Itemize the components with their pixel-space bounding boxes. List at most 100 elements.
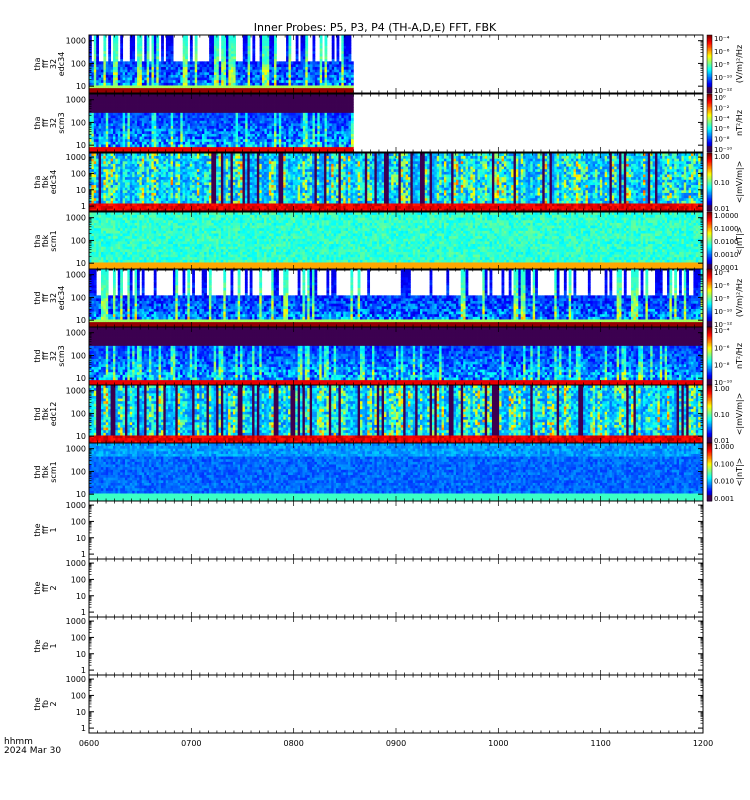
panel-1-spectrogram-cell <box>156 53 159 56</box>
panel-1-spectrogram-cell <box>113 59 116 62</box>
panel-1-spectrogram-cell <box>151 82 154 85</box>
panel-1-spectrogram-cell <box>113 69 116 72</box>
panel-1-spectrogram-cell <box>125 69 128 72</box>
panel-1-spectrogram-cell <box>120 38 123 41</box>
panel-1-spectrogram-cell <box>99 64 102 67</box>
panel-1-spectrogram-cell <box>185 40 188 43</box>
panel-1-spectrogram-cell <box>178 72 181 75</box>
panel-1-spectrogram-cell <box>156 77 159 80</box>
panel-1-spectrogram-cell <box>156 48 159 51</box>
panel-1-spectrogram-cell <box>149 80 152 83</box>
panel-1-spectrogram-cell <box>164 67 167 70</box>
panel-1-spectrogram-cell <box>185 59 188 62</box>
panel-1-spectrogram-cell <box>135 82 138 85</box>
panel-1-spectrogram-cell <box>94 46 97 49</box>
panel-1-spectrogram-cell <box>96 69 99 72</box>
panel-1-spectrogram-cell <box>149 72 152 75</box>
panel-1-spectrogram-cell <box>185 38 188 41</box>
panel-1-spectrogram-cell <box>159 88 162 91</box>
panel-1-spectrogram-cell <box>173 85 176 88</box>
panel-1-spectrogram-cell <box>103 53 106 56</box>
panel-1-spectrogram-cell <box>147 72 150 75</box>
panel-1-spectrogram-cell <box>106 61 109 64</box>
panel-1-spectrogram-cell <box>108 51 111 54</box>
panel-1-spectrogram-cell <box>115 40 118 43</box>
spectrogram-figure: 101001000tha fff 32 edc3410⁻⁴10⁻⁶10⁻⁸10⁻¹⁰1… <box>0 0 750 800</box>
panel-1-spectrogram-cell <box>166 67 169 70</box>
panel-1-spectrogram-cell <box>142 77 145 80</box>
panel-1-spectrogram-cell <box>115 67 118 70</box>
panel-1-spectrogram-cell <box>94 67 97 70</box>
panel-1-spectrogram-cell <box>178 80 181 83</box>
panel-1-spectrogram-cell <box>149 85 152 88</box>
panel-1-spectrogram-cell <box>151 69 154 72</box>
panel-1-spectrogram-cell <box>144 80 147 83</box>
panel-1-spectrogram-cell <box>171 77 174 80</box>
panel-1-spectrogram-cell <box>120 51 123 54</box>
panel-1-spectrogram-cell <box>103 38 106 41</box>
panel-1-spectrogram-cell <box>180 67 183 70</box>
panel-1-spectrogram-cell <box>161 51 164 54</box>
panel-1-spectrogram-cell <box>99 88 102 91</box>
panel-1-spectrogram-cell <box>183 38 186 41</box>
panel-1-spectrogram-cell <box>115 85 118 88</box>
panel-1-spectrogram-cell <box>183 43 186 46</box>
panel-1-spectrogram-cell <box>183 59 186 62</box>
panel-1-spectrogram-cell <box>118 85 121 88</box>
panel-1-spectrogram-cell <box>101 61 104 64</box>
panel-1-spectrogram-cell <box>142 61 145 64</box>
panel-1-spectrogram-cell <box>108 72 111 75</box>
panel-1-spectrogram-cell <box>120 56 123 59</box>
panel-1-spectrogram-cell <box>118 67 121 70</box>
panel-1-spectrogram-cell <box>151 80 154 83</box>
panel-1-spectrogram-cell <box>178 85 181 88</box>
panel-1-spectrogram-cell <box>144 64 147 67</box>
panel-1-spectrogram-cell <box>99 69 102 72</box>
panel-1-spectrogram-cell <box>142 85 145 88</box>
panel-1-spectrogram-cell <box>185 67 188 70</box>
panel-1-spectrogram-cell <box>156 88 159 91</box>
panel-1-spectrogram-cell <box>185 43 188 46</box>
panel-1-spectrogram-cell <box>130 56 133 59</box>
panel-1-spectrogram-cell <box>139 40 142 43</box>
panel-1-spectrogram-cell <box>115 51 118 54</box>
panel-1-spectrogram-cell <box>168 80 171 83</box>
panel-1-spectrogram-cell <box>161 72 164 75</box>
panel-1-spectrogram-cell <box>151 72 154 75</box>
panel-1-spectrogram-cell <box>147 43 150 46</box>
panel-1-spectrogram-cell <box>132 48 135 51</box>
panel-1-spectrogram-cell <box>139 48 142 51</box>
panel-1-spectrogram-cell <box>113 46 116 49</box>
panel-1-spectrogram-cell <box>137 67 140 70</box>
panel-1-spectrogram-cell <box>111 88 114 91</box>
panel-1-spectrogram-cell <box>135 61 138 64</box>
panel-1-spectrogram-cell <box>180 88 183 91</box>
panel-1-spectrogram-cell <box>168 82 171 85</box>
panel-1-spectrogram-cell <box>137 82 140 85</box>
panel-1-spectrogram-cell <box>144 43 147 46</box>
panel-1-spectrogram-cell <box>154 38 157 41</box>
panel-1-spectrogram-cell <box>147 53 150 56</box>
panel-1-spectrogram-cell <box>166 64 169 67</box>
panel-1-spectrogram-cell <box>154 53 157 56</box>
panel-1-spectrogram-cell <box>91 69 94 72</box>
panel-1-spectrogram-cell <box>113 38 116 41</box>
panel-1-spectrogram-cell <box>125 72 128 75</box>
panel-1-spectrogram-cell <box>154 64 157 67</box>
panel-1-spectrogram-cell <box>130 51 133 54</box>
panel-1-spectrogram-cell <box>137 59 140 62</box>
panel-1-spectrogram-cell <box>115 80 118 83</box>
panel-1-spectrogram-cell <box>151 48 154 51</box>
panel-1-spectrogram-cell <box>135 69 138 72</box>
panel-1-spectrogram-cell <box>103 51 106 54</box>
panel-1-spectrogram-cell <box>161 40 164 43</box>
panel-1-spectrogram-cell <box>178 69 181 72</box>
panel-1-spectrogram-cell <box>127 80 130 83</box>
panel-1-spectrogram-cell <box>118 77 121 80</box>
panel-1-spectrogram-cell <box>183 69 186 72</box>
panel-1-spectrogram-cell <box>91 75 94 78</box>
panel-1-spectrogram-cell <box>127 72 130 75</box>
panel-1-spectrogram-cell <box>137 80 140 83</box>
panel-1-spectrogram-cell <box>154 82 157 85</box>
panel-1-spectrogram-cell <box>161 38 164 41</box>
